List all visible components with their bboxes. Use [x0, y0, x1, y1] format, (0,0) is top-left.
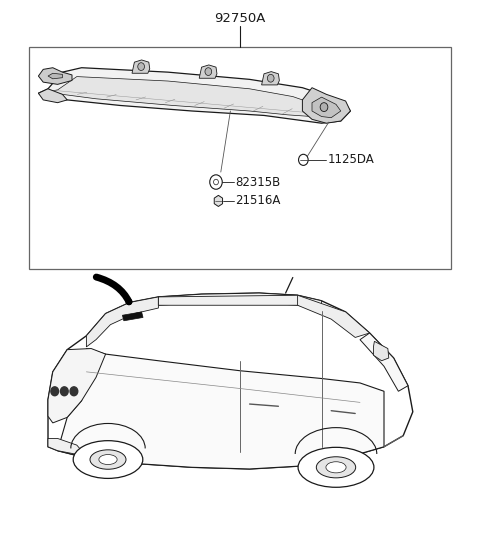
Ellipse shape: [298, 447, 374, 487]
Polygon shape: [122, 312, 143, 321]
Polygon shape: [312, 97, 341, 118]
Polygon shape: [48, 349, 106, 423]
Polygon shape: [214, 195, 223, 206]
Polygon shape: [158, 295, 322, 311]
Text: 82315B: 82315B: [235, 175, 280, 189]
Polygon shape: [86, 297, 158, 347]
Polygon shape: [48, 73, 62, 79]
Circle shape: [214, 179, 218, 185]
Circle shape: [51, 387, 59, 396]
Circle shape: [210, 175, 222, 189]
Polygon shape: [48, 77, 322, 117]
Ellipse shape: [316, 457, 356, 478]
Text: 1125DA: 1125DA: [327, 153, 374, 166]
Polygon shape: [360, 333, 408, 391]
Circle shape: [70, 387, 78, 396]
Ellipse shape: [73, 441, 143, 478]
Polygon shape: [38, 68, 72, 84]
Polygon shape: [298, 295, 370, 337]
Polygon shape: [262, 72, 279, 85]
Polygon shape: [58, 349, 384, 469]
Polygon shape: [48, 438, 86, 456]
Polygon shape: [38, 68, 350, 123]
Circle shape: [205, 68, 212, 75]
Polygon shape: [38, 89, 67, 103]
Polygon shape: [132, 60, 150, 73]
Circle shape: [267, 74, 274, 82]
Ellipse shape: [90, 450, 126, 470]
Polygon shape: [302, 88, 350, 123]
Circle shape: [138, 63, 144, 70]
Circle shape: [299, 154, 308, 165]
Polygon shape: [373, 341, 389, 361]
Bar: [29, 47, 451, 269]
Polygon shape: [158, 293, 298, 305]
Text: 21516A: 21516A: [235, 194, 281, 208]
Ellipse shape: [326, 462, 346, 473]
FancyArrowPatch shape: [96, 277, 129, 302]
Circle shape: [60, 387, 68, 396]
Circle shape: [320, 103, 328, 112]
Text: 92750A: 92750A: [214, 12, 266, 25]
Polygon shape: [199, 65, 217, 78]
Ellipse shape: [99, 455, 117, 465]
Polygon shape: [48, 293, 413, 469]
